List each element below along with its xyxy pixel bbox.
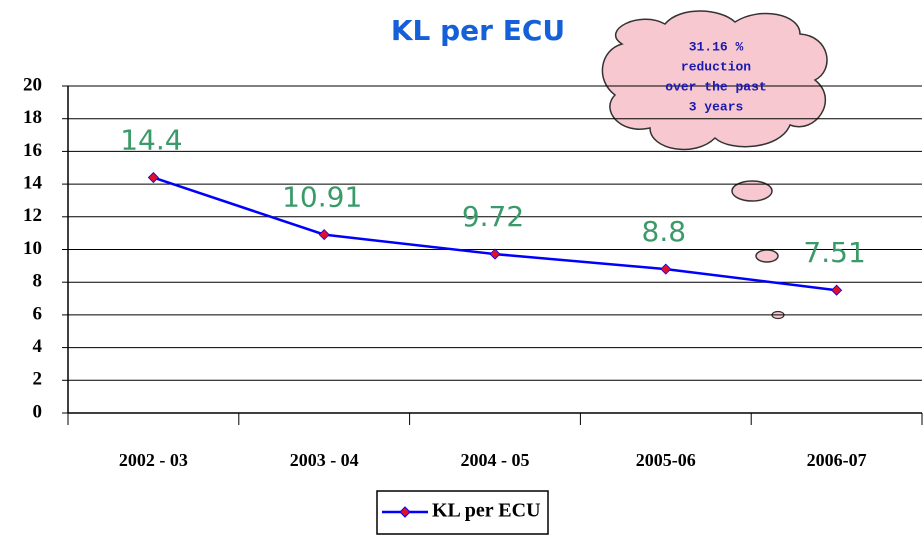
chart-title: KL per ECU [391,14,565,47]
cloud [601,10,828,151]
x-tick-label: 2005-06 [636,450,696,470]
y-tick-label: 14 [23,172,43,193]
legend-label: KL per ECU [432,500,541,522]
data-label: 10.91 [282,181,362,214]
point-marker [831,284,843,296]
annotation-cloud [601,10,828,320]
annotation-text: 31.16 % [689,39,744,54]
data-label: 9.72 [462,200,524,233]
y-tick-label: 2 [33,369,43,390]
y-tick-label: 6 [33,303,43,324]
y-tick-label: 4 [33,336,43,357]
y-tick-label: 16 [23,140,42,161]
cloud-bubble [755,249,779,263]
point-marker [660,263,672,275]
data-label: 7.51 [803,236,865,269]
y-tick-label: 12 [23,205,42,226]
point-marker [489,248,501,260]
y-tick-label: 0 [33,401,43,422]
y-tick-label: 8 [33,271,43,292]
x-tick-label: 2006-07 [807,450,867,470]
x-tick-label: 2004 - 05 [461,450,530,470]
legend-marker [399,506,411,518]
y-tick-label: 10 [23,238,42,259]
annotation-text: reduction [681,59,751,74]
data-label: 8.8 [642,215,687,248]
x-tick-label: 2003 - 04 [290,450,359,470]
y-tick-label: 18 [23,107,42,128]
y-tick-label: 20 [23,74,42,95]
cloud-bubble [731,180,773,202]
x-tick-label: 2002 - 03 [119,450,188,470]
point-marker [147,171,159,184]
annotation-text: over the past [665,79,766,94]
data-label: 14.4 [120,124,182,157]
annotation-text: 3 years [689,99,744,114]
point-marker [318,229,330,241]
